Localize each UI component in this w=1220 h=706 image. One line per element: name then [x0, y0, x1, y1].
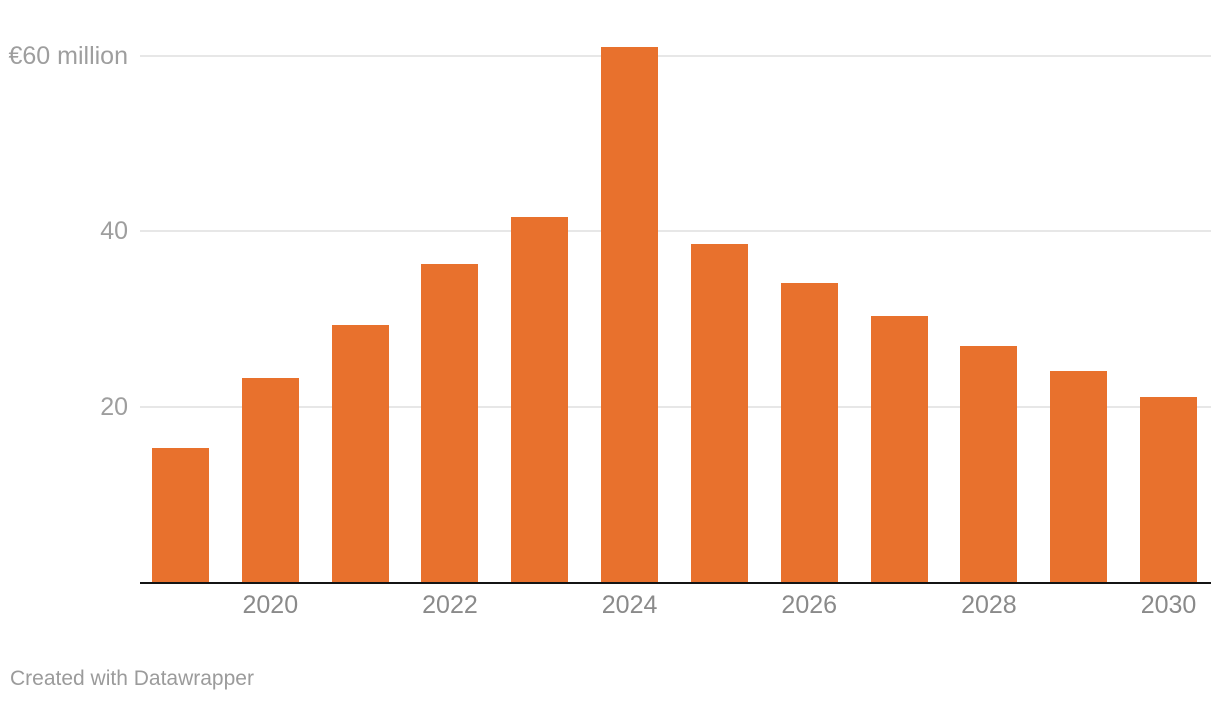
x-tick-label-2030: 2030 [1140, 591, 1197, 619]
gridline-60 [140, 54, 1211, 57]
x-tick-label-2028: 2028 [961, 591, 1017, 619]
y-tick-label-20: 20 [100, 392, 128, 421]
bar-2019 [152, 447, 209, 582]
bar-2024 [601, 46, 659, 582]
x-tick-label-2022: 2022 [422, 591, 478, 619]
gridline-40 [140, 230, 1211, 232]
bar-2021 [331, 324, 389, 582]
bar-2030 [1140, 396, 1198, 582]
bar-2026 [780, 282, 838, 582]
bar-2029 [1050, 371, 1108, 582]
x-tick-label-2020: 2020 [242, 591, 299, 619]
bar-2028 [960, 345, 1018, 582]
bar-2027 [870, 316, 928, 582]
y-tick-label-40: 40 [100, 217, 128, 245]
x-axis-line [140, 582, 1211, 584]
credit-line: Created with Datawrapper [10, 667, 254, 690]
x-tick-label-2026: 2026 [781, 591, 838, 619]
x-tick-label-2024: 2024 [601, 591, 658, 619]
gridline-20 [140, 405, 1211, 408]
bar-2023 [511, 216, 569, 582]
bar-2022 [421, 264, 479, 582]
bar-2020 [241, 377, 299, 582]
bar-2025 [690, 244, 748, 582]
y-tick-label-60: €60 million [8, 41, 128, 70]
